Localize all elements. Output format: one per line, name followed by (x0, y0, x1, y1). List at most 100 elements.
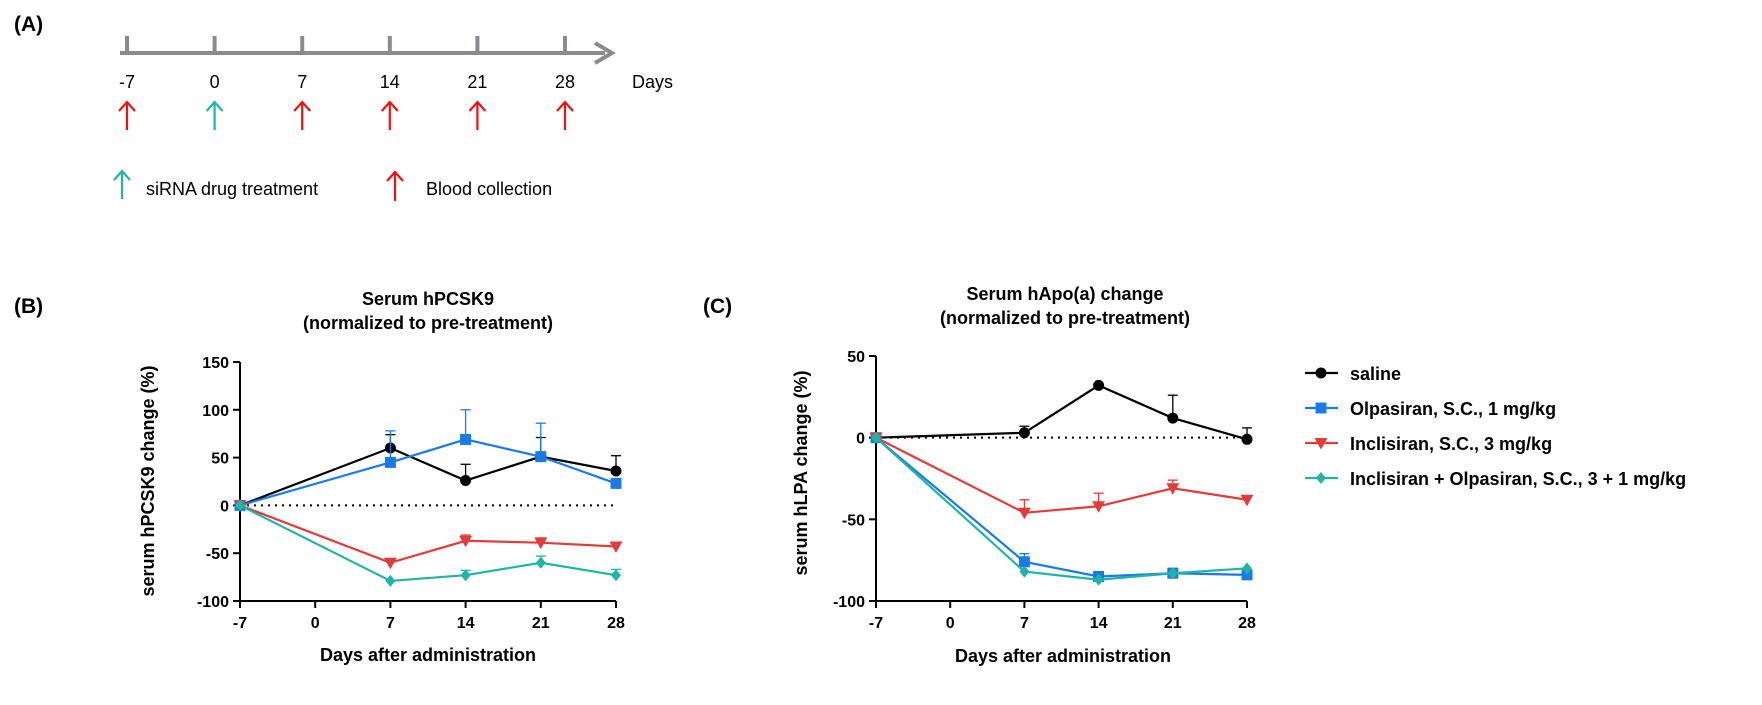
data-point (1018, 556, 1030, 568)
panel-b-x-axis-label: Days after administration (320, 645, 536, 665)
legend-marker-icon (1315, 402, 1327, 414)
y-tick-label: -50 (206, 546, 229, 563)
x-tick-label: -7 (233, 615, 247, 632)
y-tick-label: -50 (842, 512, 865, 529)
data-point (1017, 507, 1031, 520)
y-tick-label: -100 (197, 594, 229, 611)
y-tick-label: 0 (856, 431, 865, 448)
data-point (610, 477, 622, 489)
x-tick-label: 7 (1020, 615, 1029, 632)
panel-c-y-axis-label: serum hLPA change (%) (791, 370, 811, 575)
blood-collection-arrow-icon (118, 100, 136, 130)
data-point (235, 499, 245, 512)
y-tick-label: 50 (847, 349, 865, 366)
data-point (1242, 562, 1252, 575)
data-point (385, 574, 396, 587)
x-tick-label: 14 (457, 615, 475, 632)
x-tick-label: 28 (1238, 615, 1256, 632)
drug-treatment-legend-label: siRNA drug treatment (146, 179, 318, 199)
timeline-unit-label: Days (632, 72, 673, 92)
data-point (1093, 573, 1104, 586)
legend-item-combo: Inclisiran + Olpasiran, S.C., 3 + 1 mg/k… (1305, 469, 1686, 489)
data-point (1093, 379, 1105, 391)
panel-b-plot-area: -100 -50 0 50 100 150 -7 0 7 14 21 28 (197, 355, 625, 632)
series-combo (871, 431, 1252, 586)
x-tick-label: 21 (1164, 615, 1182, 632)
series-line (239, 446, 617, 507)
legend-marker-icon (1316, 472, 1326, 484)
x-tick-label: 0 (311, 615, 320, 632)
panel-b-letter: (B) (14, 295, 43, 318)
series-line (875, 436, 1248, 578)
panel-a-timeline: (A) -7 0 7 14 21 28 Days siRNA drug treatment… (14, 13, 673, 201)
data-point (611, 569, 621, 582)
x-tick-label: -7 (869, 615, 883, 632)
data-point (534, 537, 548, 550)
timeline-arrowhead-icon (593, 41, 616, 65)
blood-collection-legend-arrow-icon (386, 170, 404, 201)
series-legend: saline Olpasiran, S.C., 1 mg/kg Inclisiran… (1305, 364, 1686, 489)
data-point (535, 451, 547, 463)
blood-collection-legend-label: Blood collection (426, 179, 552, 199)
y-tick-label: 0 (220, 498, 229, 515)
series-inclisiran (869, 432, 1254, 520)
legend-item-inclisiran: Inclisiran, S.C., 3 mg/kg (1305, 434, 1552, 454)
blood-collection-arrow-icon (380, 100, 399, 130)
panel-b-title-line1: Serum hPCSK9 (362, 289, 494, 309)
timeline: -7 0 7 14 21 28 (118, 36, 616, 130)
data-point (1240, 494, 1254, 507)
panel-c-plot-area: -100 -50 0 50 -7 0 7 14 21 28 (833, 349, 1256, 632)
panel-b-y-axis-label: serum hPCSK9 change (%) (138, 365, 158, 596)
series-olpasiran (870, 432, 1253, 582)
panel-c-title-line2: (normalized to pre-treatment) (940, 308, 1190, 328)
panel-c-title-line1: Serum hApo(a) change (966, 284, 1163, 304)
series-combo (235, 499, 621, 587)
panel-b-title-line2: (normalized to pre-treatment) (303, 313, 553, 333)
legend-item-olpasiran: Olpasiran, S.C., 1 mg/kg (1305, 399, 1556, 419)
series-saline (234, 434, 622, 511)
timeline-day-label: 0 (210, 72, 220, 92)
data-point (1241, 569, 1253, 581)
series-line (875, 384, 1248, 441)
x-tick-label: 28 (607, 615, 625, 632)
timeline-day-label: 7 (297, 72, 307, 92)
series-inclisiran (233, 500, 623, 570)
panel-c-letter: (C) (703, 295, 732, 318)
timeline-day-label: 28 (555, 72, 575, 92)
blood-collection-arrow-icon (556, 100, 574, 130)
data-point (609, 541, 623, 554)
data-point (1092, 501, 1106, 513)
x-tick-label: 7 (386, 615, 395, 632)
data-point (535, 556, 546, 569)
timeline-legend: siRNA drug treatment Blood collection (113, 169, 552, 201)
timeline-day-label: -7 (119, 72, 135, 92)
legend-item-saline: saline (1305, 364, 1401, 384)
drug-treatment-legend-arrow-icon (113, 169, 131, 199)
y-tick-label: 50 (211, 451, 229, 468)
panel-b-hpcsk9-chart: (B) Serum hPCSK9 (normalized to pre-trea… (14, 289, 625, 665)
data-point (1018, 427, 1030, 439)
data-point (1167, 412, 1179, 424)
legend-marker-icon (1314, 438, 1328, 450)
x-tick-label: 0 (946, 615, 955, 632)
data-point (460, 475, 472, 487)
data-point (610, 465, 622, 477)
data-point (459, 535, 473, 548)
legend-label: saline (1350, 364, 1401, 384)
data-point (384, 456, 396, 468)
blood-collection-arrow-icon (293, 100, 312, 130)
panel-a-letter: (A) (14, 13, 43, 36)
blood-collection-arrow-icon (468, 100, 487, 130)
series-line (239, 438, 617, 507)
data-point (871, 431, 881, 444)
timeline-day-label: 14 (380, 72, 400, 92)
drug-treatment-arrow-icon (205, 100, 224, 130)
x-tick-label: 14 (1090, 615, 1108, 632)
series-saline (870, 379, 1253, 445)
panel-c-hapoa-chart: (C) Serum hApo(a) change (normalized to … (703, 284, 1256, 666)
data-point (1167, 567, 1178, 580)
series-line (875, 436, 1248, 514)
panel-c-x-axis-label: Days after administration (955, 646, 1171, 666)
data-point (1166, 483, 1180, 495)
data-point (1019, 565, 1030, 578)
